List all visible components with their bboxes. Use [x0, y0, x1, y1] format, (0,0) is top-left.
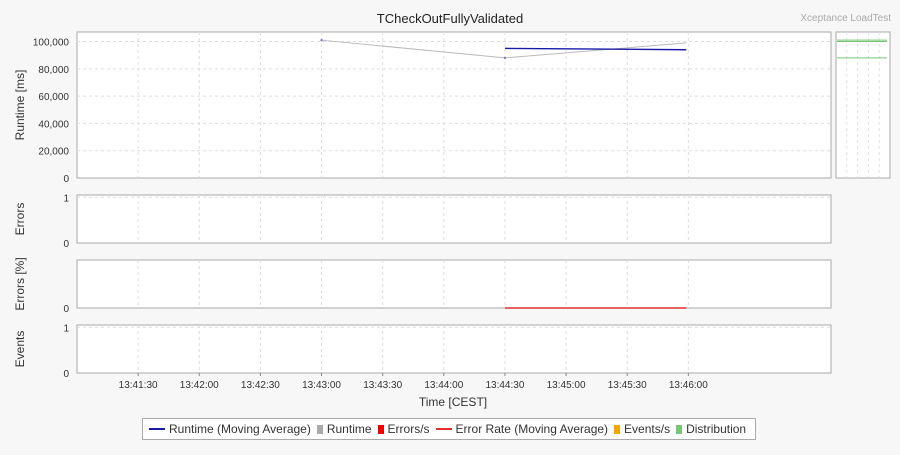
y-tick-label: 0: [63, 239, 69, 250]
legend-item: Distribution: [676, 422, 746, 436]
y-axis-label-runtime: Runtime [ms]: [13, 70, 27, 141]
panel-runtime: [77, 32, 831, 178]
legend-item: Runtime: [317, 422, 372, 436]
chart-title: TCheckOutFullyValidated: [377, 11, 523, 26]
legend-item: Error Rate (Moving Average): [436, 422, 609, 436]
x-tick-label: 13:43:00: [302, 380, 341, 391]
legend-item: Errors/s: [378, 422, 430, 436]
legend-swatch: [149, 428, 165, 430]
data-point: [504, 57, 506, 59]
legend-label: Events/s: [624, 422, 670, 436]
legend-swatch: [378, 425, 384, 434]
x-tick-label: 13:42:30: [241, 380, 280, 391]
panel-error-rate: [77, 260, 831, 308]
x-tick-label: 13:42:00: [180, 380, 219, 391]
x-tick-label: 13:43:30: [363, 380, 402, 391]
legend-label: Runtime (Moving Average): [169, 422, 311, 436]
y-tick-label: 1: [63, 193, 69, 204]
watermark: Xceptance LoadTest: [800, 13, 891, 24]
panel-errors: [77, 195, 831, 243]
legend-item: Runtime (Moving Average): [149, 422, 311, 436]
legend-label: Distribution: [686, 422, 746, 436]
data-point: [320, 39, 322, 41]
y-tick-label: 1: [63, 323, 69, 334]
y-tick-label: 0: [63, 304, 69, 315]
y-tick-label: 100,000: [33, 38, 70, 49]
y-tick-label: 40,000: [38, 119, 69, 130]
y-axis-label-errors: Errors: [13, 203, 27, 236]
legend-swatch: [436, 428, 452, 430]
x-tick-label: 13:46:00: [669, 380, 708, 391]
x-tick-label: 13:45:00: [547, 380, 586, 391]
y-tick-label: 60,000: [38, 92, 69, 103]
x-axis-label: Time [CEST]: [419, 395, 487, 409]
x-tick-label: 13:44:00: [424, 380, 463, 391]
legend-label: Runtime: [327, 422, 372, 436]
x-tick-label: 13:44:30: [485, 380, 524, 391]
legend-label: Errors/s: [388, 422, 430, 436]
legend: Runtime (Moving Average) Runtime Errors/s E…: [142, 418, 756, 440]
legend-swatch: [676, 425, 682, 434]
x-tick-label: 13:45:30: [608, 380, 647, 391]
distribution-panel: [836, 32, 890, 178]
y-axis-label-events: Events: [13, 331, 27, 368]
y-tick-label: 80,000: [38, 65, 69, 76]
y-tick-label: 0: [63, 174, 69, 185]
y-tick-label: 0: [63, 369, 69, 380]
y-axis-label-error-rate: Errors [%]: [13, 257, 27, 310]
legend-swatch: [614, 425, 620, 434]
panel-events: [77, 325, 831, 373]
x-tick-label: 13:41:30: [119, 380, 158, 391]
legend-swatch: [317, 425, 323, 434]
legend-item: Events/s: [614, 422, 670, 436]
legend-label: Error Rate (Moving Average): [456, 422, 609, 436]
y-tick-label: 20,000: [38, 147, 69, 158]
